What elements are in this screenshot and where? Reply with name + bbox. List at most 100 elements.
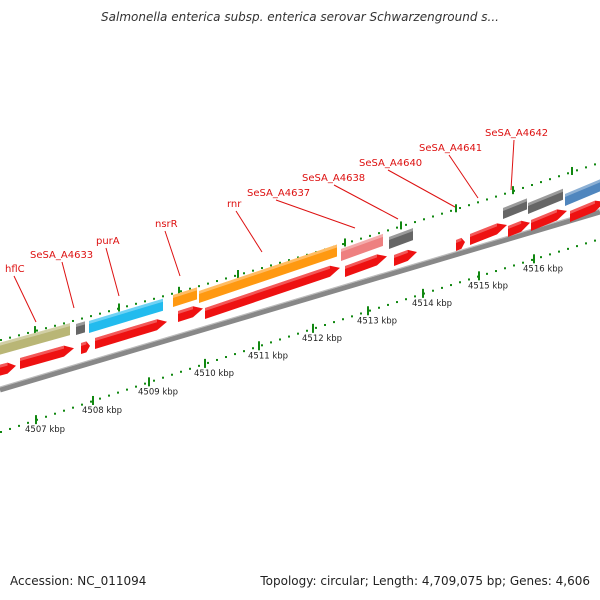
ruler-dot: [9, 427, 11, 430]
ruler-dot: [378, 232, 380, 235]
cds-arrow-5-body: [178, 306, 203, 322]
ruler-dot: [504, 267, 506, 270]
ruler-dot: [270, 341, 272, 344]
ruler-dot: [495, 270, 497, 273]
ruler-dot: [63, 409, 65, 412]
feature-hflc-shine: [0, 323, 70, 346]
cds-arrow-1-shine: [0, 362, 8, 368]
topology-text: Topology: circular; Length: 4,709,075 bp…: [260, 574, 590, 588]
cds-arrow-9-body: [456, 237, 465, 251]
leader-line-sesa-a4637: [275, 199, 356, 229]
ruler-dot: [594, 163, 596, 166]
scale-label-4513: 4513 kbp: [357, 316, 397, 326]
gene-label-sesa-a4641: SeSA_A4641: [419, 143, 482, 154]
feature-sesa-a4633: [76, 321, 85, 335]
scale-label-4516: 4516 kbp: [523, 264, 563, 274]
gene-label-sesa-a4640: SeSA_A4640: [359, 158, 422, 169]
ruler-dot: [144, 300, 146, 303]
ruler-dot: [171, 373, 173, 376]
ruler-dot: [540, 181, 542, 184]
scale-label-4512: 4512 kbp: [302, 334, 342, 344]
scale-label-4514: 4514 kbp: [412, 299, 452, 309]
scale-label-4511: 4511 kbp: [248, 351, 288, 361]
cds-arrow-5-shine: [178, 306, 193, 314]
leader-line-rnr: [235, 210, 263, 253]
ruler-tick: [258, 341, 260, 351]
ruler-dot: [108, 394, 110, 397]
ruler-dot: [126, 388, 128, 391]
ruler-dot: [441, 286, 443, 289]
ruler-dot: [468, 204, 470, 207]
feature-rnr-shine: [199, 244, 337, 294]
cds-arrow-12-shine: [531, 209, 557, 223]
ruler-dot: [54, 324, 56, 327]
scale-label-4509: 4509 kbp: [138, 387, 178, 397]
cds-arrow-6: [205, 265, 340, 319]
ruler-dot: [261, 344, 263, 347]
ruler-dot: [117, 391, 119, 394]
cds-arrow-8-body: [394, 249, 417, 266]
ruler-dot: [0, 431, 2, 433]
ruler-dot: [306, 329, 308, 332]
ruler-dot: [180, 370, 182, 373]
ruler-dot: [234, 353, 236, 356]
ruler-dot: [396, 226, 398, 229]
ruler-dot: [477, 201, 479, 204]
scale-label-4508: 4508 kbp: [82, 406, 122, 416]
cds-arrow-9-shine: [456, 237, 462, 243]
cds-arrow-7-shine: [345, 254, 377, 269]
ruler-dot: [189, 367, 191, 370]
gene-label-sesa-a4633: SeSA_A4633: [30, 250, 93, 261]
ruler-dot: [297, 256, 299, 259]
ruler-dot: [252, 269, 254, 272]
ruler-dot: [270, 264, 272, 267]
ruler-dot: [27, 331, 29, 334]
ruler-dot: [531, 184, 533, 187]
ruler-dot: [90, 315, 92, 318]
ruler-dot: [468, 278, 470, 281]
cds-arrow-2-body: [20, 345, 74, 369]
cds-arrow-2: [20, 345, 74, 369]
cds-arrow-6-shine: [205, 265, 330, 311]
ruler-dot: [18, 424, 20, 427]
ruler-dot: [18, 334, 20, 337]
cds-arrow-7-body: [345, 254, 387, 277]
ruler-dot: [153, 379, 155, 382]
ruler-tick: [422, 288, 424, 298]
ruler-dot: [198, 364, 200, 367]
scale-label-4510: 4510 kbp: [194, 369, 234, 379]
ruler-tick: [400, 221, 402, 230]
ruler-dot: [369, 234, 371, 237]
cds-arrow-4-body: [95, 319, 167, 349]
ruler-dot: [369, 309, 371, 312]
cds-arrow-10-shine: [470, 223, 497, 237]
feature-sesa-a4638-shine: [389, 228, 413, 240]
ruler-dot: [198, 285, 200, 288]
ruler-dot: [513, 264, 515, 267]
ruler-dot: [378, 306, 380, 309]
ruler-dot: [522, 186, 524, 189]
feature-sesa-a4637-body: [341, 233, 383, 261]
ruler-tick: [344, 238, 346, 247]
ruler-dot: [504, 192, 506, 195]
feature-pura: [89, 298, 163, 333]
feature-nsrr-shine: [173, 287, 197, 298]
cds-arrow-12: [531, 209, 567, 231]
ruler-dot: [396, 301, 398, 304]
ruler-dot: [585, 242, 587, 245]
feature-sesa-a4633-body: [76, 321, 85, 335]
ruler-dot: [441, 212, 443, 215]
feature-pura-body: [89, 298, 163, 333]
ruler-dot: [180, 290, 182, 293]
ruler-dot: [387, 303, 389, 306]
ruler-dot: [540, 256, 542, 259]
ruler-dot: [45, 415, 47, 418]
ruler-dot: [360, 237, 362, 240]
ruler-dot: [9, 336, 11, 339]
inner-ruler: [0, 239, 596, 433]
cds-arrow-13: [570, 200, 600, 222]
ruler-tick: [148, 377, 150, 387]
cds-arrow-10-body: [470, 223, 507, 245]
ruler-tick: [533, 254, 535, 264]
